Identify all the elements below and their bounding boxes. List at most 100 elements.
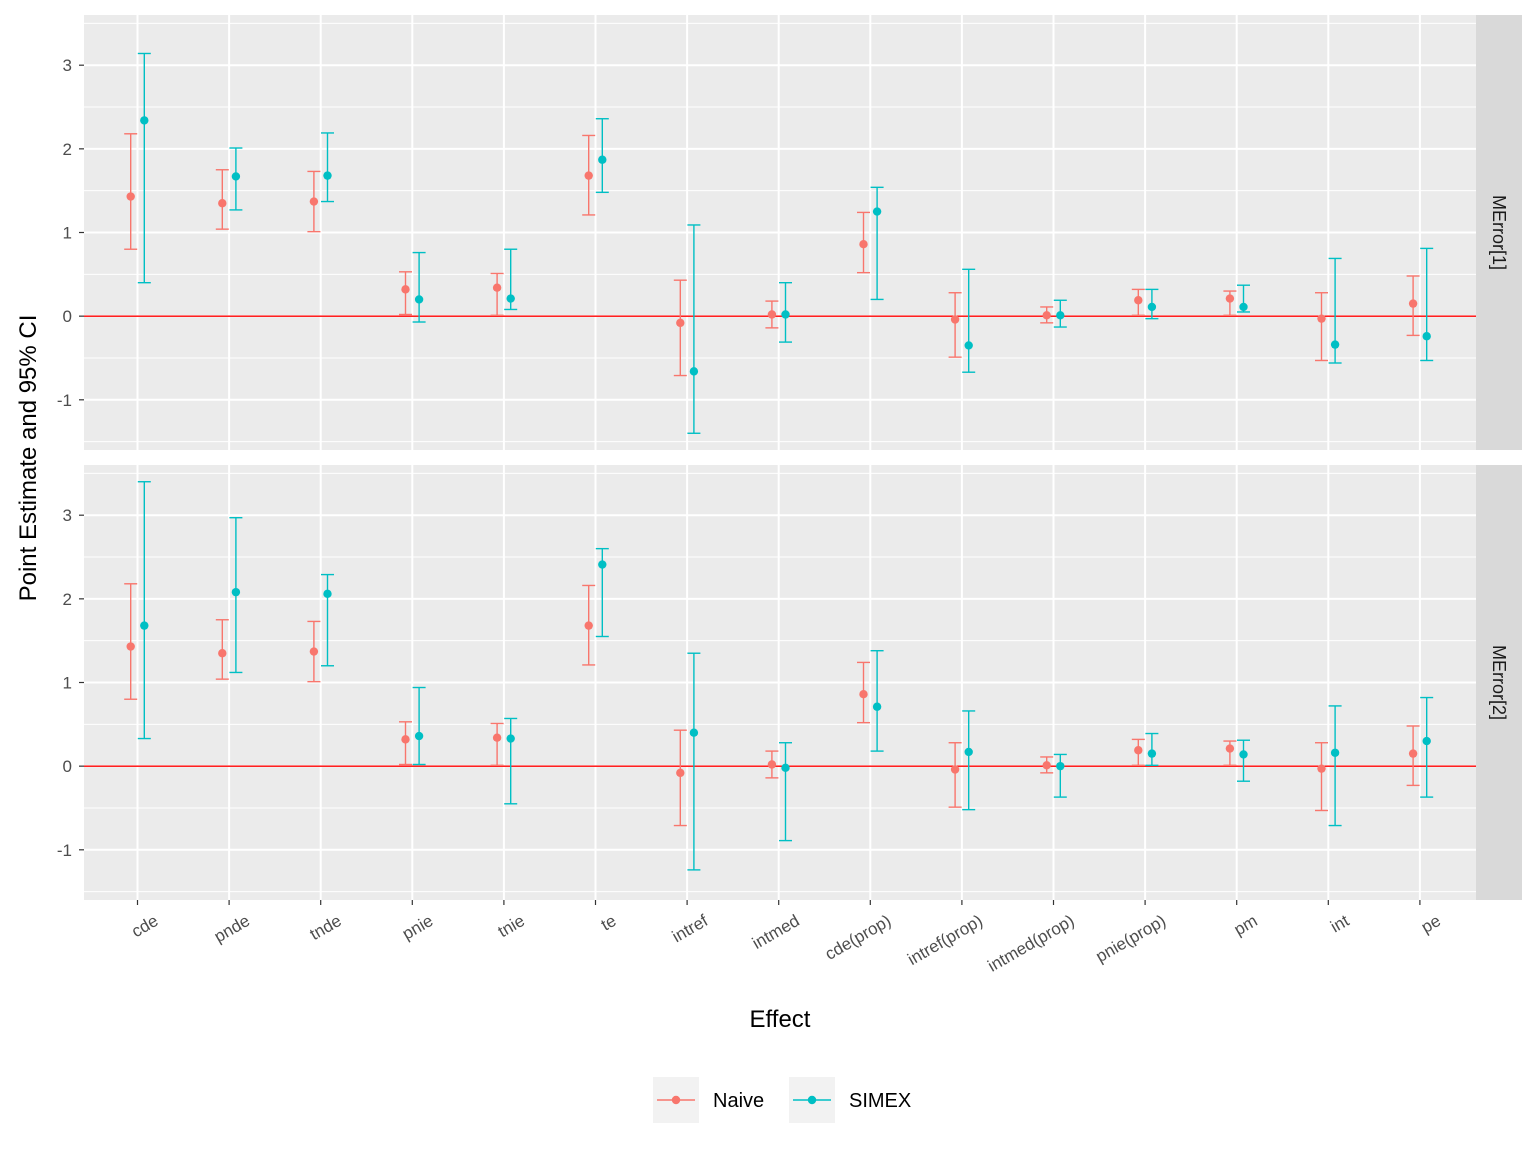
errorbar-naive xyxy=(1040,306,1054,324)
errorbar-simex xyxy=(137,481,151,740)
panel-2: -1 0 1 2 3 MError[2] xyxy=(57,465,1522,900)
point-simex xyxy=(414,731,424,741)
point-simex xyxy=(964,341,973,350)
errorbar-naive xyxy=(1223,740,1237,767)
errorbar-simex xyxy=(1328,705,1342,827)
point-naive xyxy=(126,192,135,201)
errorbar-naive xyxy=(948,742,962,808)
point-simex xyxy=(872,702,882,711)
errorbar-simex xyxy=(870,186,884,301)
y-tick-label: 3 xyxy=(63,506,72,525)
point-simex xyxy=(1056,311,1065,320)
point-naive xyxy=(309,197,319,206)
errorbar-naive xyxy=(399,721,412,766)
errorbar-naive xyxy=(673,279,687,377)
point-naive xyxy=(1317,764,1326,773)
point-naive xyxy=(492,283,502,292)
point-simex xyxy=(689,728,699,737)
legend: Naive SIMEX xyxy=(653,1077,911,1123)
point-simex xyxy=(689,367,699,376)
point-simex xyxy=(323,589,332,599)
errorbar-naive xyxy=(1406,275,1420,337)
errorbar-simex xyxy=(504,717,518,805)
point-naive xyxy=(1134,296,1143,305)
point-simex xyxy=(323,171,332,180)
point-simex xyxy=(140,116,149,125)
x-axis-title: Effect xyxy=(750,1006,811,1033)
errorbar-naive xyxy=(1131,288,1145,317)
point-simex xyxy=(506,294,515,303)
errorbar-naive xyxy=(765,750,779,779)
point-simex xyxy=(231,172,241,181)
point-naive xyxy=(676,768,685,778)
point-naive xyxy=(767,310,777,319)
errorbar-simex xyxy=(1420,247,1434,362)
point-naive xyxy=(859,240,868,249)
point-naive xyxy=(950,315,960,324)
errorbar-simex xyxy=(137,52,151,284)
errorbar-simex xyxy=(1420,696,1434,798)
point-simex xyxy=(414,295,424,304)
errorbar-naive xyxy=(1040,756,1054,774)
errorbar-simex xyxy=(504,248,518,311)
legend-key-point xyxy=(671,1095,681,1105)
errorbar-naive xyxy=(673,729,687,827)
errorbar-simex xyxy=(779,742,792,842)
errorbar-simex xyxy=(1053,299,1067,328)
point-naive xyxy=(1134,746,1143,755)
errorbar-naive xyxy=(490,722,504,767)
errorbar-naive xyxy=(1315,292,1328,362)
errorbar-naive xyxy=(1315,742,1328,812)
errorbar-naive xyxy=(1223,290,1237,317)
point-simex xyxy=(1422,736,1431,746)
point-simex xyxy=(231,587,241,597)
errorbar-naive xyxy=(490,272,504,317)
strip-label: MError[1] xyxy=(1489,195,1509,270)
errorbar-naive xyxy=(124,133,138,250)
point-simex xyxy=(1330,340,1340,349)
legend-entry-naive: Naive xyxy=(653,1077,764,1123)
legend-label: SIMEX xyxy=(849,1090,911,1112)
panel-1: -1 0 1 2 3 MError[1] xyxy=(57,15,1522,450)
errorbar-naive xyxy=(765,300,779,329)
y-tick-label: 2 xyxy=(63,140,72,159)
errorbar-simex xyxy=(962,268,976,373)
series-simex xyxy=(137,52,1434,434)
point-simex xyxy=(1239,302,1248,312)
series-naive xyxy=(124,133,1420,377)
y-tick-label: -1 xyxy=(57,841,72,860)
point-simex xyxy=(506,734,515,743)
errorbar-naive xyxy=(124,583,138,700)
point-naive xyxy=(584,621,593,630)
point-simex xyxy=(1239,750,1248,759)
point-naive xyxy=(492,733,502,742)
point-naive xyxy=(126,642,135,651)
errorbar-simex xyxy=(870,650,884,752)
point-naive xyxy=(950,765,960,774)
y-tick-label: 1 xyxy=(63,224,72,243)
legend-label: Naive xyxy=(713,1090,764,1112)
errorbar-naive xyxy=(582,584,596,666)
point-naive xyxy=(218,649,227,658)
strip-background xyxy=(1476,465,1522,900)
point-simex xyxy=(1422,332,1431,341)
errorbar-simex xyxy=(1237,739,1250,782)
y-tick-label: 1 xyxy=(63,674,72,693)
errorbar-simex xyxy=(1053,753,1067,798)
point-simex xyxy=(1147,302,1157,312)
errorbar-simex xyxy=(595,118,609,194)
point-naive xyxy=(1225,744,1235,753)
errorbar-naive xyxy=(399,271,412,316)
errorbar-simex xyxy=(1237,284,1250,313)
errorbar-simex xyxy=(1145,732,1159,767)
point-simex xyxy=(781,310,790,319)
errorbar-naive xyxy=(948,292,962,358)
errorbar-naive xyxy=(1131,738,1145,767)
errorbar-simex xyxy=(229,147,243,211)
y-tick-label: 0 xyxy=(63,307,72,326)
point-naive xyxy=(859,690,868,699)
point-naive xyxy=(218,199,227,208)
point-naive xyxy=(1042,761,1051,770)
point-simex xyxy=(872,207,882,216)
